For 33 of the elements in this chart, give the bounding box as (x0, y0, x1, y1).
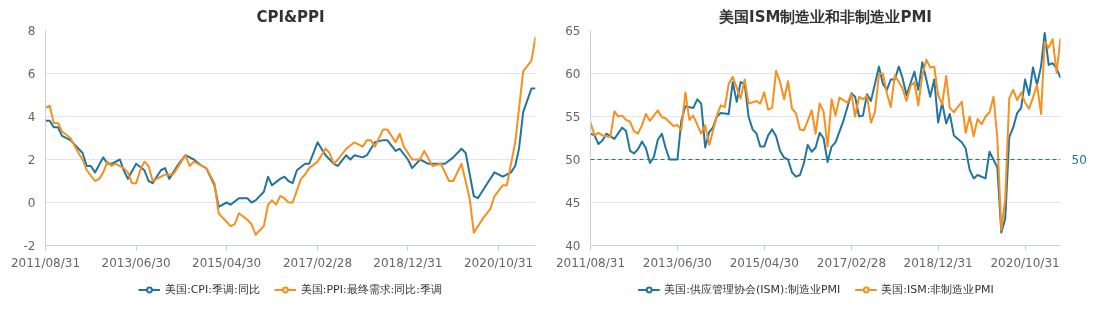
x-tick-label: 2017/02/28 (816, 255, 887, 270)
x-tick-label: 2020/10/31 (990, 255, 1060, 270)
y-tick-label: 55 (565, 110, 581, 124)
chart-title: CPI&PPI (256, 7, 325, 26)
x-tick-label: 2011/08/31 (10, 255, 81, 270)
y-tick-label: 2 (27, 153, 36, 167)
x-tick-label: 2018/12/31 (903, 255, 973, 270)
y-tick-label: 40 (565, 239, 581, 253)
y-tick-label: 65 (565, 24, 581, 38)
legend-label: 美国:供应管理协会(ISM):制造业PMI (664, 281, 841, 297)
x-tick-label: 2017/02/28 (282, 255, 353, 270)
line-series (45, 35, 536, 236)
y-tick-label: 50 (565, 153, 581, 167)
legend-label: 美国:ISM:非制造业PMI (881, 281, 994, 297)
x-tick-label: 2020/10/31 (463, 255, 534, 270)
line-series (45, 87, 536, 208)
x-tick-label: 2013/06/30 (101, 255, 171, 270)
x-tick-label: 2011/08/31 (555, 255, 626, 270)
y-tick-label: 0 (27, 196, 36, 210)
y-tick-label: 8 (27, 24, 36, 38)
legend-label: 美国:CPI:季调:同比 (164, 281, 260, 297)
y-tick-label: 60 (565, 67, 581, 81)
chart-title: 美国ISM制造业和非制造业PMI (718, 7, 932, 26)
y-tick-label: 45 (565, 196, 581, 210)
ref-line-label: 50 (1071, 153, 1087, 167)
x-tick-label: 2018/12/31 (373, 255, 443, 270)
x-tick-label: 2015/04/30 (192, 255, 262, 270)
x-tick-label: 2013/06/30 (642, 255, 713, 270)
x-tick-label: 2015/04/30 (729, 255, 799, 270)
y-tick-label: 6 (27, 67, 36, 81)
legend-label: 美国:PPI:最终需求:同比:季调 (300, 281, 443, 297)
y-tick-label: 4 (27, 110, 36, 124)
y-tick-label: -2 (23, 239, 36, 253)
